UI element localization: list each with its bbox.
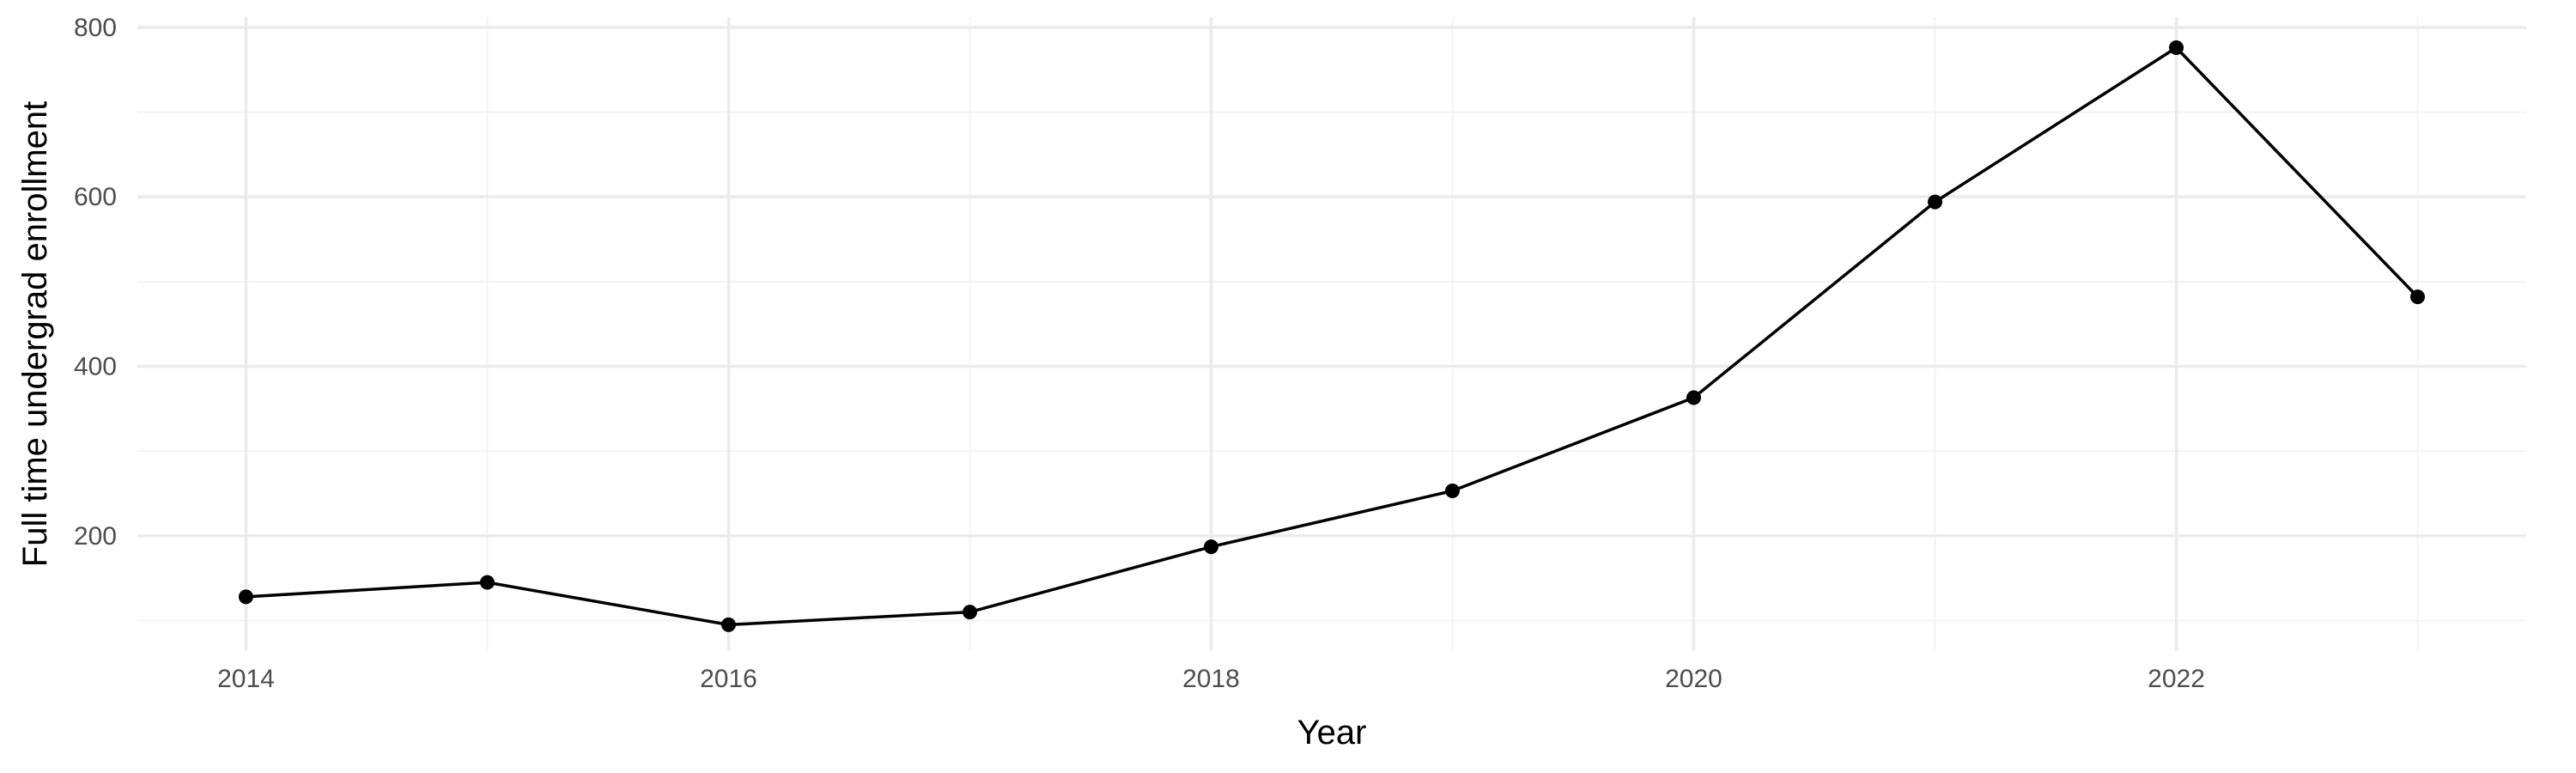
series-line xyxy=(246,46,2419,627)
x-tick-label: 2020 xyxy=(1665,665,1722,693)
data-point xyxy=(1686,390,1702,405)
x-tick-label: 2014 xyxy=(217,665,275,693)
y-tick-label: 400 xyxy=(74,352,117,380)
data-point xyxy=(720,617,736,632)
data-point xyxy=(2410,289,2426,305)
data-point xyxy=(2169,40,2184,56)
data-point xyxy=(1203,539,1218,555)
y-tick-label: 600 xyxy=(74,183,117,211)
data-point xyxy=(1928,194,1943,210)
x-axis-title: Year xyxy=(1297,714,1367,752)
x-axis-tick-labels: 2014 2016 2018 2020 2022 xyxy=(217,665,2205,693)
x-tick-label: 2018 xyxy=(1182,665,1240,693)
minor-gridlines xyxy=(137,17,2526,651)
data-point xyxy=(238,589,253,605)
data-point xyxy=(1445,484,1461,499)
series-enrollment xyxy=(238,40,2426,632)
y-axis-title: Full time undergrad enrollment xyxy=(16,101,54,567)
x-tick-label: 2016 xyxy=(700,665,757,693)
data-point xyxy=(479,575,495,590)
data-point xyxy=(962,605,977,620)
x-tick-label: 2022 xyxy=(2148,665,2205,693)
major-gridlines xyxy=(137,17,2526,651)
y-tick-label: 800 xyxy=(74,14,117,42)
y-axis-tick-labels: 200 400 600 800 xyxy=(74,14,117,551)
y-tick-label: 200 xyxy=(74,522,117,551)
